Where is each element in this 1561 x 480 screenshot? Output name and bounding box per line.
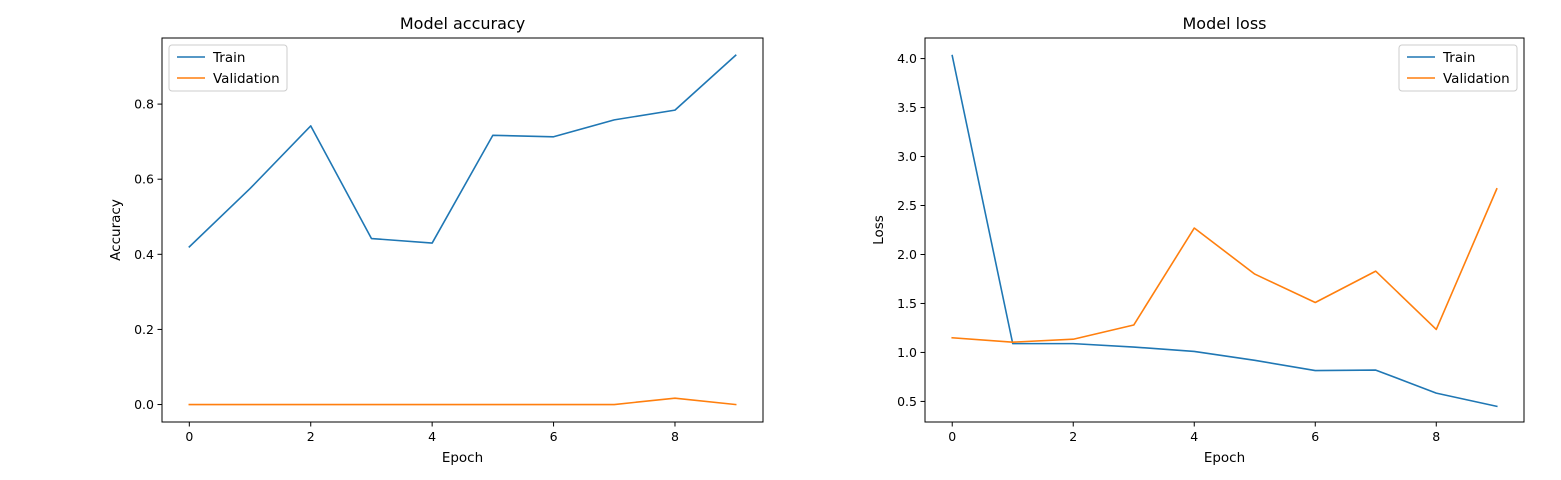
loss-legend-label-train: Train bbox=[1442, 50, 1475, 66]
loss-ytick-label: 3.5 bbox=[897, 100, 917, 115]
loss-ytick-label: 2.0 bbox=[897, 247, 917, 262]
accuracy-plot-area bbox=[162, 38, 763, 422]
accuracy-x-axis-label: Epoch bbox=[442, 450, 483, 466]
accuracy-y-axis-label: Accuracy bbox=[108, 199, 124, 261]
accuracy-ytick-label: 0.6 bbox=[134, 172, 154, 187]
loss-ytick-label: 2.5 bbox=[897, 198, 917, 213]
loss-ytick-label: 1.5 bbox=[897, 296, 917, 311]
accuracy-xtick-label: 4 bbox=[428, 429, 436, 444]
loss-ytick-label: 3.0 bbox=[897, 149, 917, 164]
accuracy-xtick-label: 0 bbox=[185, 429, 193, 444]
accuracy-ytick-label: 0.0 bbox=[134, 397, 154, 412]
loss-y-axis-label: Loss bbox=[871, 215, 887, 245]
accuracy-legend-label-train: Train bbox=[212, 50, 245, 66]
loss-plot-area bbox=[925, 38, 1524, 422]
loss-ytick-label: 1.0 bbox=[897, 345, 917, 360]
accuracy-chart-title: Model accuracy bbox=[400, 14, 525, 33]
loss-chart: 0 2 4 6 8 0.5 1.0 1.5 2.0 2.5 3.0 3.5 4.0 Model loss E… bbox=[871, 14, 1525, 466]
accuracy-legend-label-validation: Validation bbox=[213, 71, 280, 87]
loss-xtick-label: 0 bbox=[948, 429, 956, 444]
loss-xtick-label: 8 bbox=[1432, 429, 1440, 444]
accuracy-ytick-label: 0.4 bbox=[134, 247, 154, 262]
accuracy-xtick-label: 8 bbox=[671, 429, 679, 444]
loss-xtick-label: 2 bbox=[1069, 429, 1077, 444]
loss-xtick-label: 4 bbox=[1190, 429, 1198, 444]
accuracy-axes-frame bbox=[161, 37, 764, 423]
loss-ytick-label: 0.5 bbox=[897, 394, 917, 409]
accuracy-xtick-label: 2 bbox=[307, 429, 315, 444]
loss-xtick-label: 6 bbox=[1311, 429, 1319, 444]
loss-series-validation-line bbox=[951, 187, 1498, 343]
accuracy-series-train-line bbox=[188, 54, 737, 248]
loss-chart-title: Model loss bbox=[1182, 14, 1266, 33]
accuracy-chart: 0 2 4 6 8 0.0 0.2 0.4 0.6 0.8 Model accuracy Epoch A… bbox=[108, 14, 764, 466]
loss-legend-label-validation: Validation bbox=[1443, 71, 1510, 87]
accuracy-legend: Train Validation bbox=[168, 44, 288, 92]
accuracy-xtick-label: 6 bbox=[550, 429, 558, 444]
loss-ytick-label: 4.0 bbox=[897, 51, 917, 66]
accuracy-ytick-label: 0.2 bbox=[134, 322, 154, 337]
accuracy-ytick-label: 0.8 bbox=[134, 97, 154, 112]
loss-legend: Train Validation bbox=[1398, 44, 1518, 92]
loss-x-axis-label: Epoch bbox=[1204, 450, 1245, 466]
loss-series-train-line bbox=[951, 54, 1498, 408]
accuracy-series-validation-line bbox=[188, 397, 737, 406]
loss-axes-frame bbox=[924, 37, 1525, 423]
